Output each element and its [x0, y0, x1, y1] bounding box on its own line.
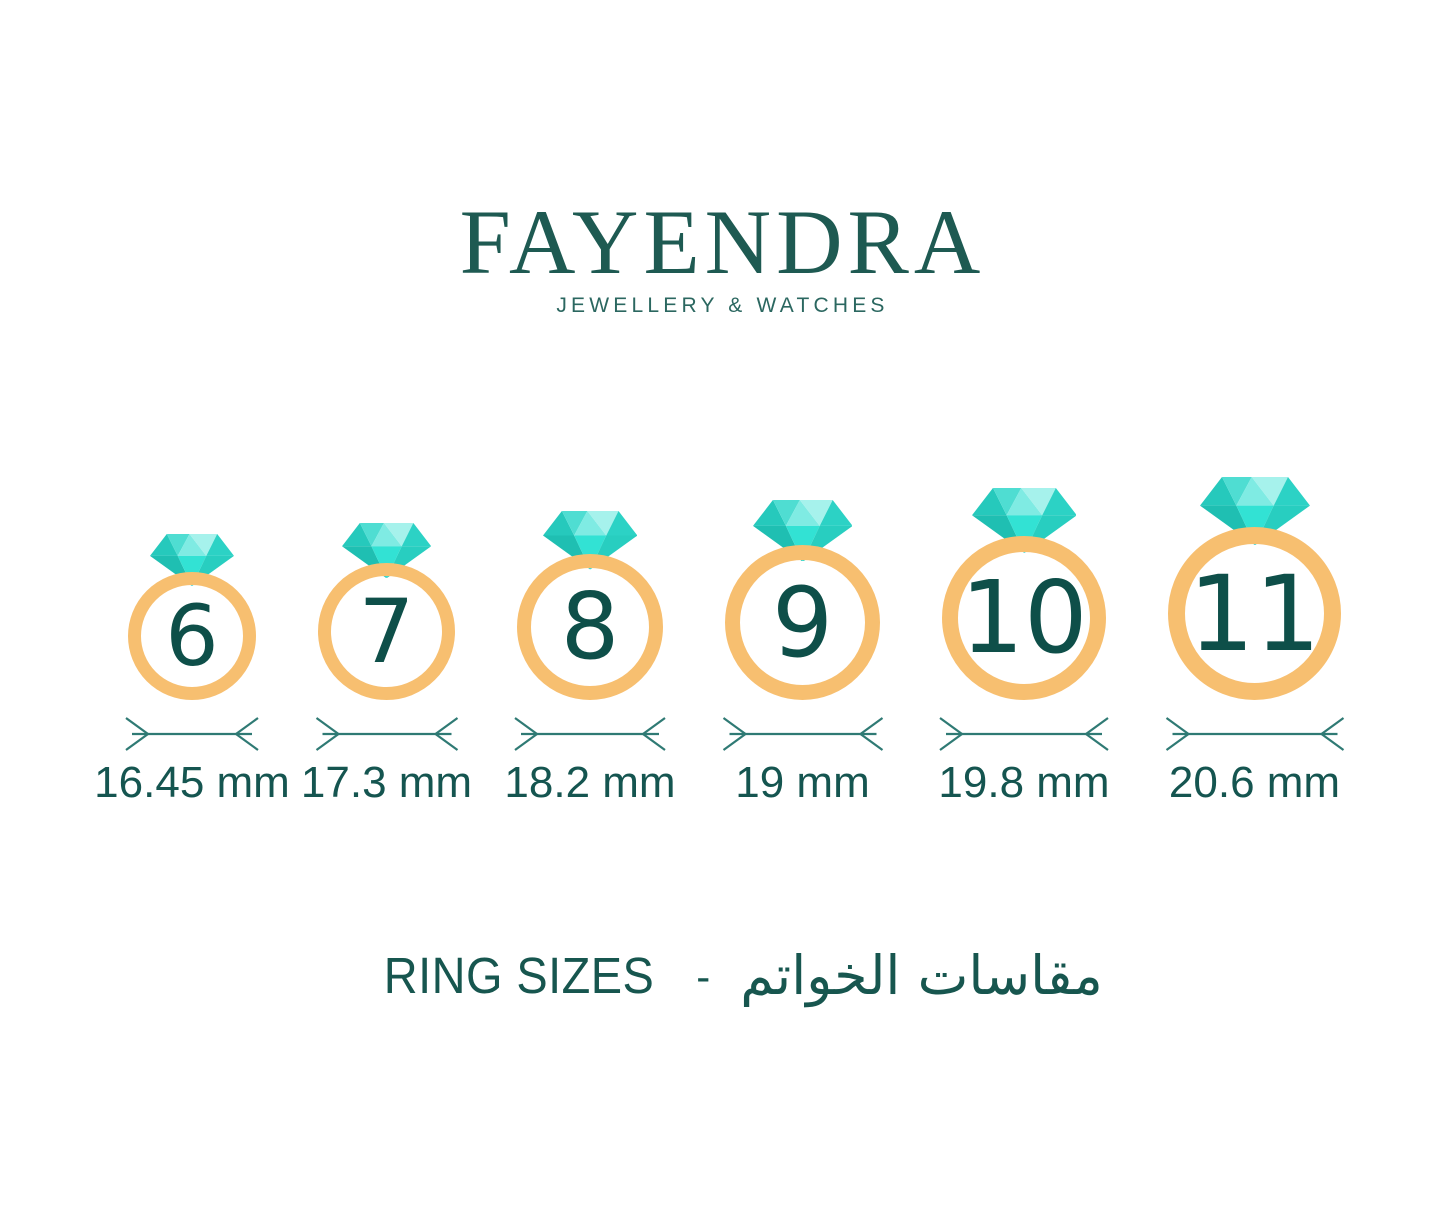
- diamond-gem-icon: [150, 533, 234, 586]
- rings-row: 6 16.45 mm 7: [24, 0, 1445, 807]
- ring-band: 6: [128, 572, 256, 700]
- diameter-label: 20.6 mm: [1168, 758, 1341, 807]
- ring-item: 10 19.8 mm: [938, 488, 1110, 807]
- ring-size-number: 7: [358, 579, 415, 683]
- diamond-gem-icon: [542, 511, 638, 570]
- diameter-dimension-arrows: [125, 717, 259, 751]
- diameter-label: 17.3 mm: [300, 758, 473, 807]
- brand-logo: FAYENDRA JEWELLERY & WATCHES: [0, 196, 1445, 318]
- ring-size-number: 9: [771, 566, 834, 679]
- diameter-dimension-arrows: [1165, 717, 1344, 751]
- ring-size-number: 8: [560, 573, 620, 680]
- ring-item: 7 17.3 mm: [301, 522, 472, 807]
- diameter-dimension-arrows: [514, 717, 666, 751]
- ring-band: 10: [942, 536, 1106, 700]
- chart-title-separator: -: [696, 953, 711, 1000]
- chart-title: RING SIZES - مقاسات الخواتم: [15, 933, 1445, 1017]
- ring-item: 9 19 mm: [722, 499, 883, 807]
- diameter-label: 16.45 mm: [94, 758, 290, 807]
- diameter-dimension-arrows: [315, 717, 458, 751]
- ring-item: 11 20.6 mm: [1165, 476, 1344, 807]
- diameter-dimension-arrows: [722, 717, 883, 751]
- ring-band: 11: [1168, 527, 1341, 700]
- ring-band: 9: [725, 545, 880, 700]
- diamond-gem-icon: [752, 499, 853, 562]
- ring-item: 6 16.45 mm: [94, 533, 290, 807]
- chart-title-ar: مقاسات الخواتم: [740, 943, 1103, 1007]
- ring-item: 8 18.2 mm: [504, 511, 676, 807]
- ring-size-number: 10: [960, 559, 1088, 676]
- diamond-gem-icon: [341, 522, 432, 578]
- chart-title-en: RING SIZES: [383, 946, 655, 1004]
- diameter-label: 18.2 mm: [504, 758, 676, 807]
- diameter-label: 19.8 mm: [938, 758, 1110, 807]
- diameter-dimension-arrows: [939, 717, 1109, 751]
- ring-band: 8: [517, 554, 663, 700]
- ring-size-number: 6: [165, 587, 219, 685]
- diameter-label: 19 mm: [735, 758, 870, 807]
- ring-size-number: 11: [1188, 552, 1321, 675]
- brand-tagline: JEWELLERY & WATCHES: [556, 294, 889, 317]
- brand-name: FAYENDRA: [459, 191, 986, 293]
- ring-band: 7: [318, 563, 455, 700]
